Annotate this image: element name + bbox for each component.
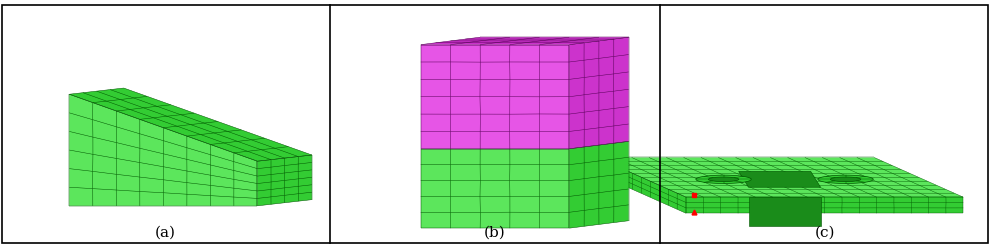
Polygon shape [69, 94, 257, 206]
Text: (b): (b) [484, 226, 506, 240]
Polygon shape [739, 171, 821, 187]
Polygon shape [69, 88, 312, 161]
Polygon shape [709, 177, 739, 182]
Text: (a): (a) [154, 226, 175, 240]
Polygon shape [597, 157, 686, 213]
Polygon shape [421, 149, 569, 228]
Polygon shape [748, 197, 821, 226]
Polygon shape [569, 141, 629, 228]
Polygon shape [696, 175, 751, 184]
Polygon shape [597, 157, 963, 197]
Polygon shape [421, 45, 569, 149]
Polygon shape [818, 175, 873, 184]
Polygon shape [686, 197, 963, 213]
Polygon shape [421, 37, 629, 45]
Polygon shape [257, 155, 312, 206]
Text: (c): (c) [815, 226, 835, 240]
Polygon shape [569, 37, 629, 149]
Polygon shape [831, 177, 860, 182]
